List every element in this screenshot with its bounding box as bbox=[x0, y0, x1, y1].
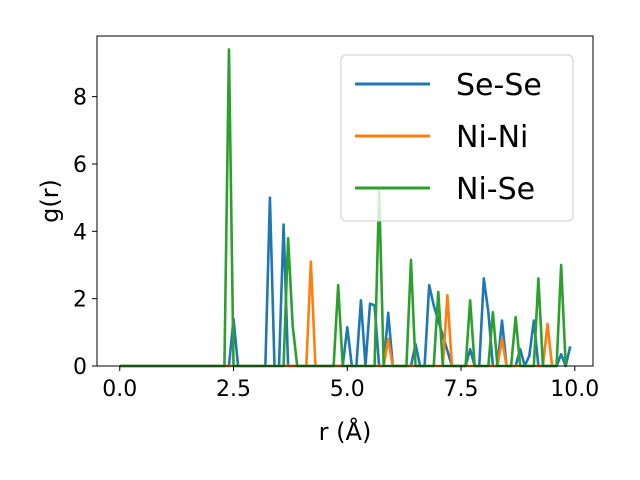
x-tick-label: 10.0 bbox=[550, 377, 599, 402]
y-axis: 0 2 4 6 8 bbox=[73, 86, 97, 380]
y-tick-label: 2 bbox=[73, 288, 87, 313]
x-tick-label: 0.0 bbox=[102, 377, 137, 402]
x-axis-label: r (Å) bbox=[319, 417, 372, 446]
legend-label-ni-ni: Ni-Ni bbox=[456, 120, 528, 155]
legend-label-ni-se: Ni-Se bbox=[456, 172, 535, 207]
y-axis-label: g(r) bbox=[36, 179, 64, 223]
y-tick-label: 8 bbox=[73, 86, 87, 111]
y-tick-label: 4 bbox=[73, 220, 87, 245]
x-tick-label: 7.5 bbox=[444, 377, 479, 402]
legend-box bbox=[340, 54, 574, 222]
x-tick-label: 5.0 bbox=[330, 377, 365, 402]
legend: Se-Se Ni-Ni Ni-Se bbox=[340, 54, 574, 222]
y-tick-label: 6 bbox=[73, 153, 87, 178]
y-tick-label: 0 bbox=[73, 355, 87, 380]
x-tick-label: 2.5 bbox=[216, 377, 251, 402]
axes-frame bbox=[96, 35, 594, 367]
x-axis: 0.0 2.5 5.0 7.5 10.0 bbox=[102, 366, 599, 402]
legend-label-se-se: Se-Se bbox=[456, 68, 542, 103]
